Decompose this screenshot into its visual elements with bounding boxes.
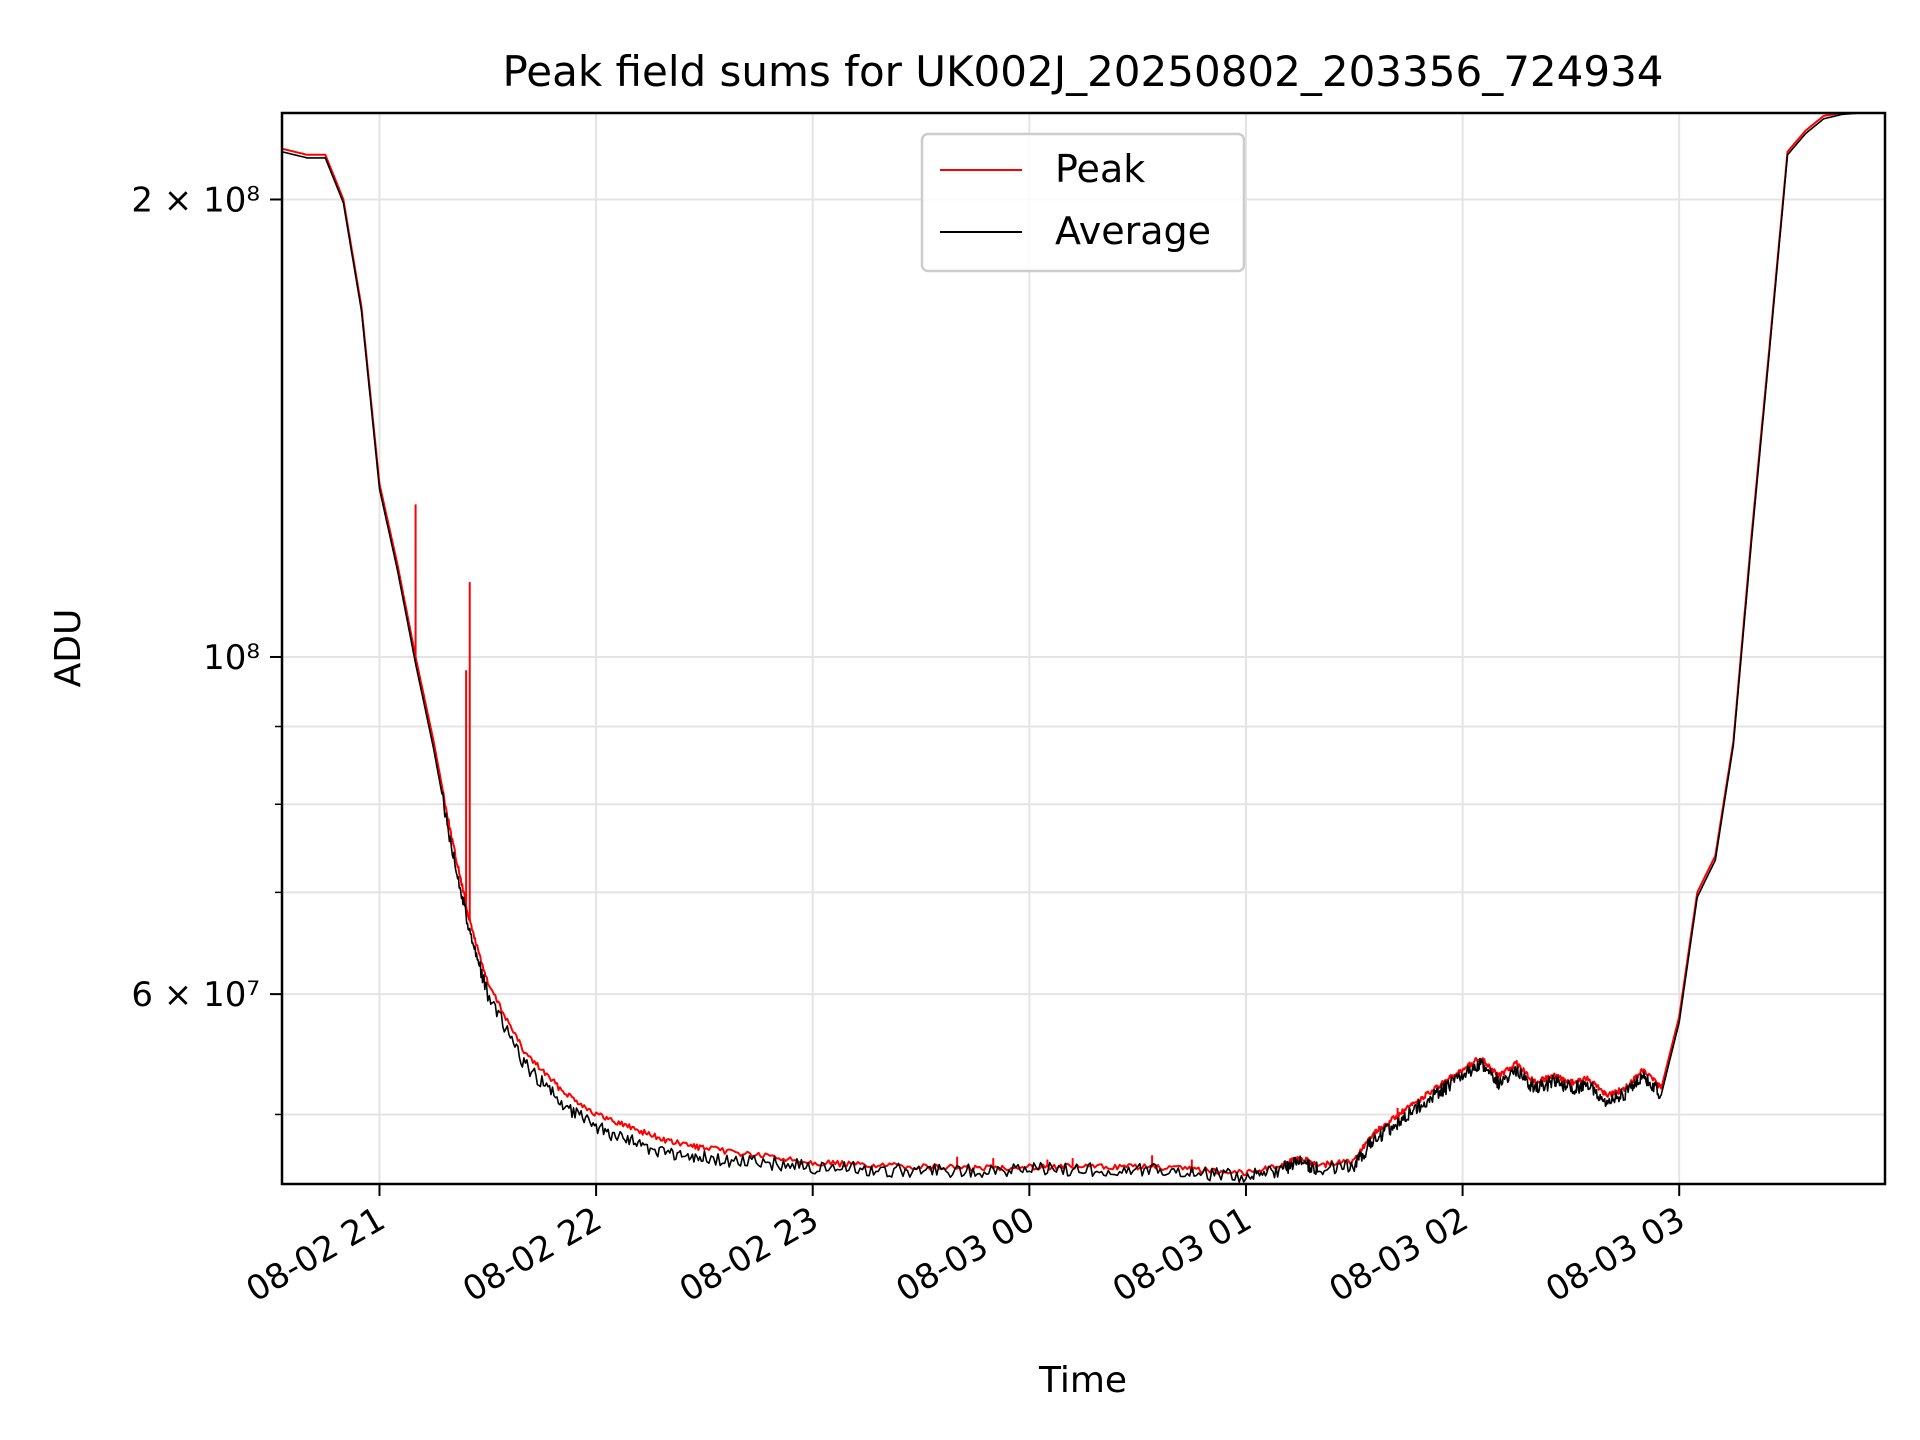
y-tick-label: 6 × 10⁷ — [131, 975, 260, 1015]
series-layer — [281, 112, 1885, 1183]
chart-title: Peak field sums for UK002J_20250802_2033… — [502, 47, 1663, 96]
y-tick-label: 10⁸ — [203, 638, 260, 678]
series-line-average — [281, 112, 1885, 1183]
legend-label-peak: Peak — [1055, 147, 1145, 191]
legend-label-average: Average — [1055, 209, 1211, 253]
legend: Peak Average — [920, 132, 1246, 273]
x-axis-label: Time — [1038, 1360, 1127, 1401]
y-axis-label: ADU — [48, 609, 89, 688]
legend-box — [920, 132, 1246, 273]
y-tick-label: 2 × 10⁸ — [131, 180, 260, 220]
plot-frame — [280, 111, 1887, 1186]
grid — [282, 113, 1885, 1184]
